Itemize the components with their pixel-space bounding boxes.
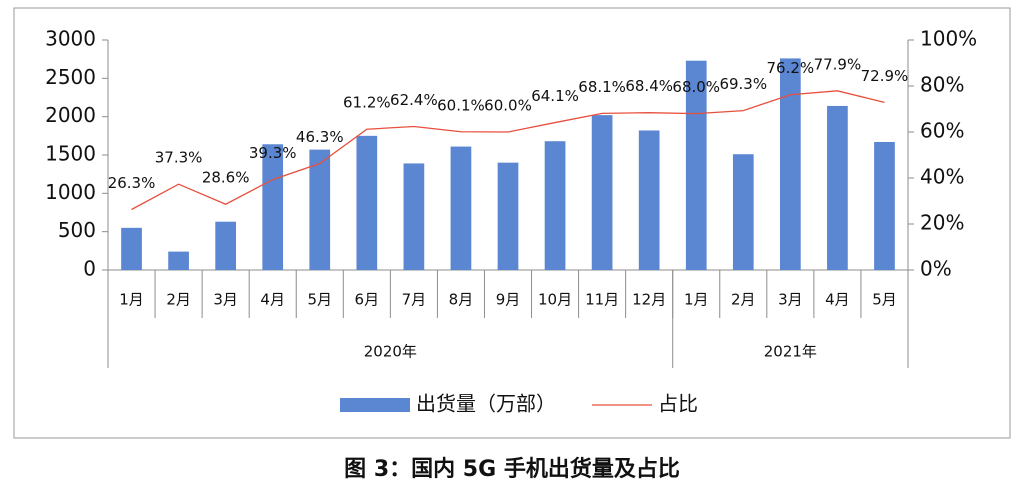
y-tick-label: 500	[58, 218, 96, 242]
line	[131, 90, 885, 211]
data-label: 72.9%	[861, 67, 909, 85]
y2-tick-label: 80%	[920, 73, 964, 97]
bar	[874, 141, 895, 270]
data-label: 68.4%	[625, 77, 673, 95]
x-tick-label: 3月	[778, 291, 803, 309]
y2-tick-label: 40%	[920, 165, 964, 189]
bar	[215, 221, 236, 270]
y-tick-label: 2000	[45, 103, 96, 127]
x-tick-label: 12月	[632, 291, 666, 309]
bar	[121, 227, 142, 270]
data-label: 62.4%	[390, 91, 438, 109]
data-label: 37.3%	[155, 149, 203, 167]
x-tick-label: 1月	[684, 291, 709, 309]
data-label: 76.2%	[767, 59, 815, 77]
x-tick-label: 2月	[731, 291, 756, 309]
bar	[544, 141, 566, 270]
data-label: 60.1%	[437, 96, 485, 114]
data-label: 39.3%	[249, 144, 297, 162]
x-group-label: 2020年	[364, 343, 417, 361]
y2-tick-label: 100%	[920, 27, 977, 51]
data-label: 64.1%	[531, 87, 579, 105]
data-label: 68.1%	[578, 78, 626, 96]
x-tick-label: 10月	[538, 291, 572, 309]
y-tick-label: 1500	[45, 142, 96, 166]
x-group-label: 2021年	[764, 343, 817, 361]
x-tick-label: 11月	[585, 291, 619, 309]
data-label: 68.0%	[672, 78, 720, 96]
x-tick-label: 4月	[260, 291, 285, 309]
x-tick-label: 3月	[213, 291, 238, 309]
legend-label: 占比	[658, 392, 698, 416]
x-tick-label: 8月	[449, 291, 474, 309]
x-tick-label: 9月	[496, 291, 521, 309]
x-tick-label: 1月	[119, 291, 144, 309]
legend-swatch	[340, 398, 410, 412]
data-label: 69.3%	[719, 75, 767, 93]
bar	[168, 251, 189, 270]
y-tick-label: 0	[83, 257, 96, 281]
data-label: 60.0%	[484, 97, 532, 115]
x-tick-label: 5月	[872, 291, 897, 309]
data-label: 28.6%	[202, 169, 250, 187]
x-tick-label: 4月	[825, 291, 850, 309]
data-label: 46.3%	[296, 128, 344, 146]
bar	[497, 162, 519, 270]
bar	[638, 130, 660, 270]
y2-tick-label: 20%	[920, 211, 964, 235]
data-label: 61.2%	[343, 94, 391, 112]
bar	[591, 115, 613, 270]
y-tick-label: 2500	[45, 65, 96, 89]
data-label: 26.3%	[108, 174, 156, 192]
bar	[403, 163, 425, 270]
legend-label: 出货量（万部）	[416, 392, 556, 416]
x-tick-label: 2月	[166, 291, 191, 309]
bar	[450, 146, 472, 270]
y2-tick-label: 60%	[920, 119, 964, 143]
x-tick-label: 6月	[355, 291, 380, 309]
data-label: 77.9%	[814, 55, 862, 73]
x-tick-label: 5月	[307, 291, 332, 309]
y-tick-label: 3000	[45, 27, 96, 51]
bar	[780, 58, 801, 271]
y2-tick-label: 0%	[920, 257, 952, 281]
chart-caption: 图 3：国内 5G 手机出货量及占比	[344, 456, 680, 482]
bar	[262, 144, 284, 270]
x-tick-label: 7月	[402, 291, 427, 309]
bar	[732, 154, 754, 270]
bar	[356, 135, 378, 270]
y-tick-label: 1000	[45, 180, 96, 204]
bar	[309, 149, 331, 270]
bar	[827, 105, 848, 270]
